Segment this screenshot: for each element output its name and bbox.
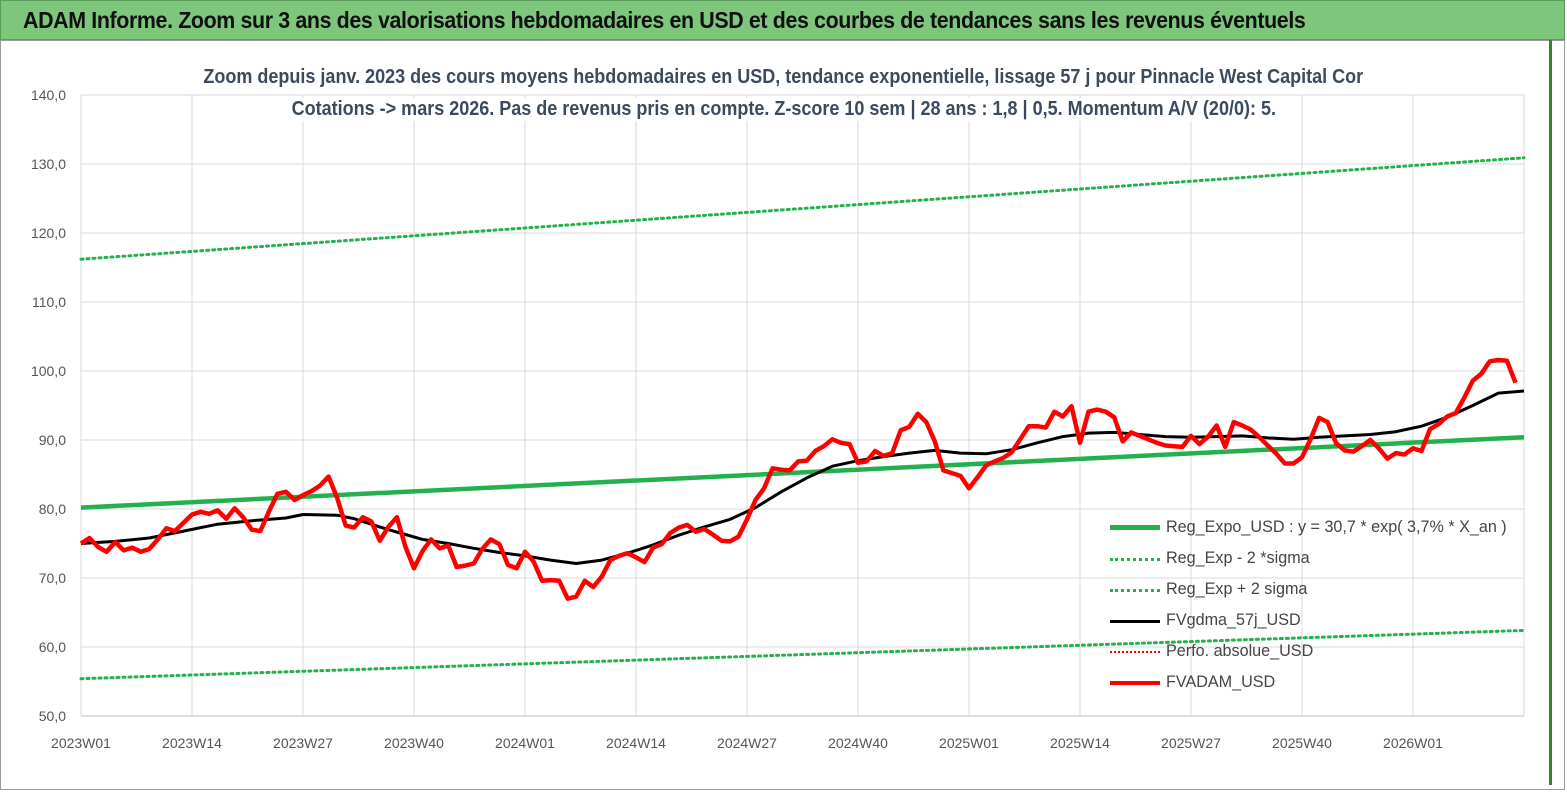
x-tick-label: 2024W01 xyxy=(495,735,555,751)
x-tick-label: 2026W01 xyxy=(1383,735,1443,751)
legend-item-reg-expo: Reg_Expo_USD : y = 30,7 * exp( 3,7% * X_… xyxy=(1110,513,1530,544)
x-tick-label: 2023W40 xyxy=(384,735,444,751)
legend-label-reg-plus: Reg_Exp + 2 sigma xyxy=(1166,579,1308,598)
legend-item-reg-plus: Reg_Exp + 2 sigma xyxy=(1110,575,1530,606)
legend-swatch-reg-expo xyxy=(1110,525,1160,530)
x-tick-label: 2025W40 xyxy=(1272,735,1332,751)
series-line-0 xyxy=(80,434,1525,510)
y-tick-label: 110,0 xyxy=(32,294,66,310)
legend-swatch-perfo xyxy=(1110,651,1160,653)
x-tick-label: 2025W01 xyxy=(939,735,999,751)
legend-item-reg-minus: Reg_Exp - 2 *sigma xyxy=(1110,544,1530,575)
y-tick-label: 90,0 xyxy=(39,432,66,448)
legend-swatch-fvgdma xyxy=(1110,620,1160,623)
frame-accent-bar xyxy=(1549,40,1552,785)
x-tick-label: 2024W27 xyxy=(717,735,777,751)
series-line-2 xyxy=(79,156,1526,261)
legend-item-fvgdma: FVgdma_57j_USD xyxy=(1110,606,1530,637)
legend-label-reg-minus: Reg_Exp - 2 *sigma xyxy=(1166,548,1310,567)
chart-title-text: Zoom depuis janv. 2023 des cours moyens … xyxy=(198,66,1369,89)
y-tick-label: 60,0 xyxy=(39,639,66,655)
legend-label-reg-expo: Reg_Expo_USD : y = 30,7 * exp( 3,7% * X_… xyxy=(1166,517,1507,536)
y-tick-label: 120,0 xyxy=(31,225,66,241)
series-line-5 xyxy=(79,357,1518,601)
chart-frame xyxy=(0,40,1565,790)
y-tick-label: 50,0 xyxy=(39,708,66,724)
legend-item-perfo: Perfo. absolue_USD xyxy=(1110,637,1530,668)
legend-swatch-fvadam xyxy=(1110,681,1160,685)
x-tick-label: 2023W01 xyxy=(51,735,111,751)
chart-subtitle-text: Cotations -> mars 2026. Pas de revenus p… xyxy=(285,98,1282,121)
legend-label-fvgdma: FVgdma_57j_USD xyxy=(1166,610,1301,629)
y-tick-label: 130,0 xyxy=(31,156,66,172)
x-tick-label: 2023W14 xyxy=(162,735,222,751)
y-tick-label: 100,0 xyxy=(31,363,66,379)
chart-legend: Reg_Expo_USD : y = 30,7 * exp( 3,7% * X_… xyxy=(1110,513,1530,699)
x-axis-ticks: 2023W01 2023W14 2023W27 2023W40 2024W01 2024W… xyxy=(51,735,1443,751)
legend-label-fvadam: FVADAM_USD xyxy=(1166,672,1276,691)
y-tick-label: 140,0 xyxy=(31,87,66,103)
x-tick-label: 2023W27 xyxy=(273,735,333,751)
x-tick-label: 2025W27 xyxy=(1161,735,1221,751)
chart-title: Zoom depuis janv. 2023 des cours moyens … xyxy=(0,66,1567,89)
y-axis-ticks: 50,0 60,0 70,0 80,0 90,0 100,0 110,0 120,0 130,0… xyxy=(31,87,66,724)
y-tick-label: 80,0 xyxy=(39,501,66,517)
x-tick-label: 2025W14 xyxy=(1050,735,1110,751)
x-tick-label: 2024W40 xyxy=(828,735,888,751)
series-line-1 xyxy=(79,628,1526,681)
y-tick-label: 70,0 xyxy=(39,570,66,586)
legend-item-fvadam: FVADAM_USD xyxy=(1110,668,1530,699)
report-banner: ADAM Informe. Zoom sur 3 ans des valoris… xyxy=(0,0,1565,40)
legend-swatch-reg-minus xyxy=(1110,558,1160,561)
legend-swatch-reg-plus xyxy=(1110,589,1160,592)
report-title: ADAM Informe. Zoom sur 3 ans des valoris… xyxy=(23,7,1306,33)
x-tick-label: 2024W14 xyxy=(606,735,666,751)
series-lines xyxy=(79,156,1526,681)
legend-label-perfo: Perfo. absolue_USD xyxy=(1166,641,1314,660)
chart-subtitle: Cotations -> mars 2026. Pas de revenus p… xyxy=(0,98,1567,121)
